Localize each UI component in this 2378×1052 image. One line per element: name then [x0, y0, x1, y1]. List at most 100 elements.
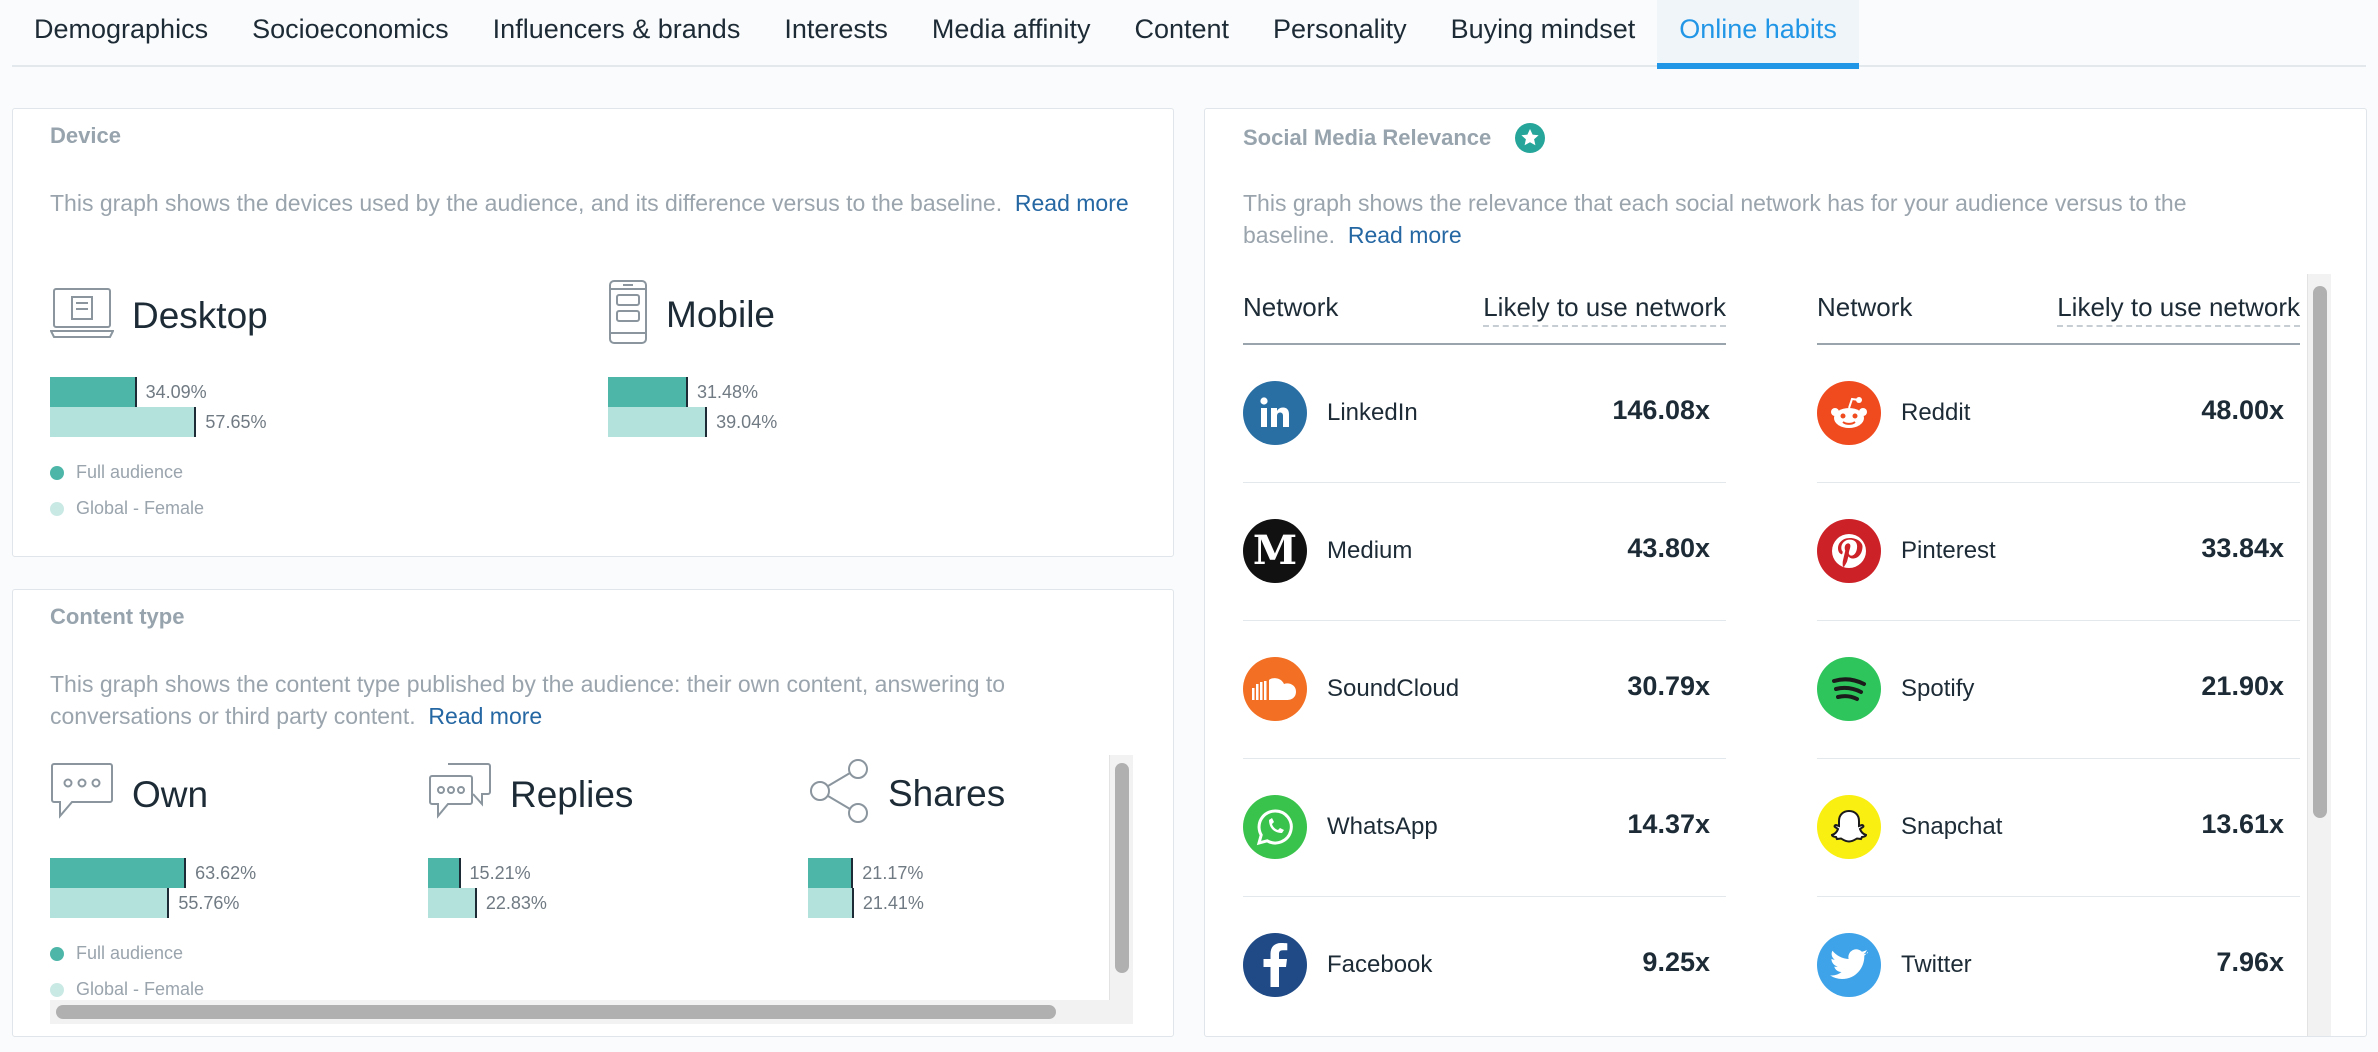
network-row-whatsapp[interactable]: WhatsApp 14.37x — [1243, 759, 1726, 897]
own-global-value: 55.76% — [178, 892, 240, 913]
network-value: 21.90x — [2201, 671, 2284, 701]
tab-personality[interactable]: Personality — [1273, 14, 1407, 44]
content-type-read-more-link[interactable]: Read more — [428, 703, 543, 729]
desktop-full-bar — [50, 377, 137, 407]
tab-media-affinity[interactable]: Media affinity — [931, 14, 1091, 44]
legend-global-female: Global - Female — [50, 498, 204, 519]
network-name: Spotify — [1901, 675, 1975, 702]
desktop-full-value: 34.09% — [145, 381, 207, 402]
desktop-global-bar — [50, 407, 197, 437]
legend-global-label: Global - Female — [76, 979, 205, 999]
right-header-rule — [1817, 343, 2300, 345]
tab-buying-mindset[interactable]: Buying mindset — [1450, 14, 1636, 44]
network-row-linkedin[interactable]: LinkedIn 146.08x — [1243, 345, 1726, 483]
network-name: Facebook — [1327, 951, 1433, 978]
mobile-label: Mobile — [666, 293, 775, 335]
legend-global-female: Global - Female — [50, 979, 204, 1000]
legend-full-audience: Full audience — [50, 462, 183, 483]
device-read-more-link[interactable]: Read more — [1014, 190, 1129, 216]
mobile-full-bar-row: 31.48% — [608, 377, 758, 407]
desktop-label: Desktop — [132, 294, 268, 336]
speech-bubble-icon — [50, 762, 114, 827]
network-row-facebook[interactable]: Facebook 9.25x — [1243, 897, 1726, 1035]
device-description-text: This graph shows the devices used by the… — [50, 190, 1003, 216]
network-value: 43.80x — [1627, 533, 1710, 563]
network-row-medium[interactable]: M Medium 43.80x — [1243, 483, 1726, 621]
shares-global-bar-row: 21.41% — [808, 888, 924, 918]
network-row-soundcloud[interactable]: SoundCloud 30.79x — [1243, 621, 1726, 759]
left-likely-header[interactable]: Likely to use network — [1483, 292, 1726, 327]
content-type-vertical-scroll-thumb[interactable] — [1115, 763, 1129, 973]
social-media-card: Social Media Relevance This graph shows … — [1204, 108, 2367, 1037]
right-network-header: Network — [1817, 292, 1913, 322]
tab-content[interactable]: Content — [1134, 14, 1230, 44]
content-type-vertical-scrollbar[interactable] — [1109, 755, 1133, 1005]
desktop-global-value: 57.65% — [205, 411, 267, 432]
shares-label: Shares — [888, 772, 1006, 814]
tab-interests[interactable]: Interests — [784, 14, 888, 44]
social-media-description: This graph shows the relevance that each… — [1243, 187, 2253, 251]
network-name: LinkedIn — [1327, 399, 1418, 426]
own-full-value: 63.62% — [195, 862, 257, 883]
shares-full-value: 21.17% — [862, 862, 924, 883]
content-type-horizontal-scroll-thumb[interactable] — [56, 1005, 1056, 1019]
own-global-bar — [50, 888, 170, 918]
device-description: This graph shows the devices used by the… — [50, 187, 1130, 219]
network-value: 13.61x — [2201, 809, 2284, 839]
shares-global-bar — [808, 888, 854, 918]
reddit-icon — [1817, 381, 1881, 445]
legend-full-audience: Full audience — [50, 943, 183, 964]
mobile-phone-icon — [608, 279, 648, 350]
network-row-spotify[interactable]: Spotify 21.90x — [1817, 621, 2300, 759]
network-row-twitter[interactable]: Twitter 7.96x — [1817, 897, 2300, 1035]
mobile-global-bar-row: 39.04% — [608, 407, 777, 437]
star-badge-icon[interactable] — [1515, 123, 1546, 153]
legend-global-dot — [50, 501, 64, 516]
network-name: Twitter — [1901, 951, 1972, 978]
network-row-reddit[interactable]: Reddit 48.00x — [1817, 345, 2300, 483]
own-metric: Own — [50, 762, 208, 827]
network-row-snapchat[interactable]: Snapchat 13.61x — [1817, 759, 2300, 897]
replies-metric: Replies — [428, 762, 633, 827]
replies-full-bar-row: 15.21% — [428, 858, 531, 888]
shares-full-bar — [808, 858, 854, 888]
network-name: Snapchat — [1901, 813, 2003, 840]
own-global-bar-row: 55.76% — [50, 888, 239, 918]
social-media-title: Social Media Relevance — [1243, 123, 1546, 153]
social-media-vertical-scrollbar[interactable] — [2307, 274, 2331, 1036]
desktop-metric: Desktop — [49, 287, 268, 344]
tab-socioeconomics[interactable]: Socioeconomics — [252, 14, 449, 44]
social-media-vertical-scroll-thumb[interactable] — [2313, 286, 2327, 818]
spotify-icon — [1817, 657, 1881, 721]
tab-bar: Demographics Socioeconomics Influencers … — [12, 0, 2366, 69]
right-likely-header[interactable]: Likely to use network — [2057, 292, 2300, 327]
tab-influencers-brands[interactable]: Influencers & brands — [492, 14, 741, 44]
mobile-metric: Mobile — [608, 279, 775, 350]
left-network-header: Network — [1243, 292, 1339, 322]
shares-global-value: 21.41% — [862, 892, 924, 913]
replies-label: Replies — [510, 773, 634, 815]
desktop-global-bar-row: 57.65% — [50, 407, 266, 437]
tab-online-habits[interactable]: Online habits — [1657, 0, 1859, 69]
content-type-title: Content type — [50, 604, 185, 629]
network-name: WhatsApp — [1327, 813, 1438, 840]
legend-global-dot — [50, 982, 64, 997]
replies-full-bar — [428, 858, 461, 888]
laptop-icon — [49, 287, 115, 344]
network-value: 146.08x — [1612, 395, 1710, 425]
whatsapp-icon — [1243, 795, 1307, 859]
network-value: 33.84x — [2201, 533, 2284, 563]
tab-demographics[interactable]: Demographics — [34, 14, 209, 44]
legend-full-label: Full audience — [76, 943, 184, 963]
network-row-pinterest[interactable]: Pinterest 33.84x — [1817, 483, 2300, 621]
content-type-description-text: This graph shows the content type publis… — [50, 671, 1006, 729]
network-value: 9.25x — [1642, 947, 1710, 977]
medium-icon: M — [1243, 519, 1307, 583]
desktop-full-bar-row: 34.09% — [50, 377, 207, 407]
own-full-bar-row: 63.62% — [50, 858, 256, 888]
twitter-icon — [1817, 933, 1881, 997]
content-type-horizontal-scrollbar[interactable] — [50, 1000, 1133, 1024]
network-name: Reddit — [1901, 399, 1971, 426]
replies-full-value: 15.21% — [469, 862, 531, 883]
social-media-read-more-link[interactable]: Read more — [1347, 222, 1462, 248]
